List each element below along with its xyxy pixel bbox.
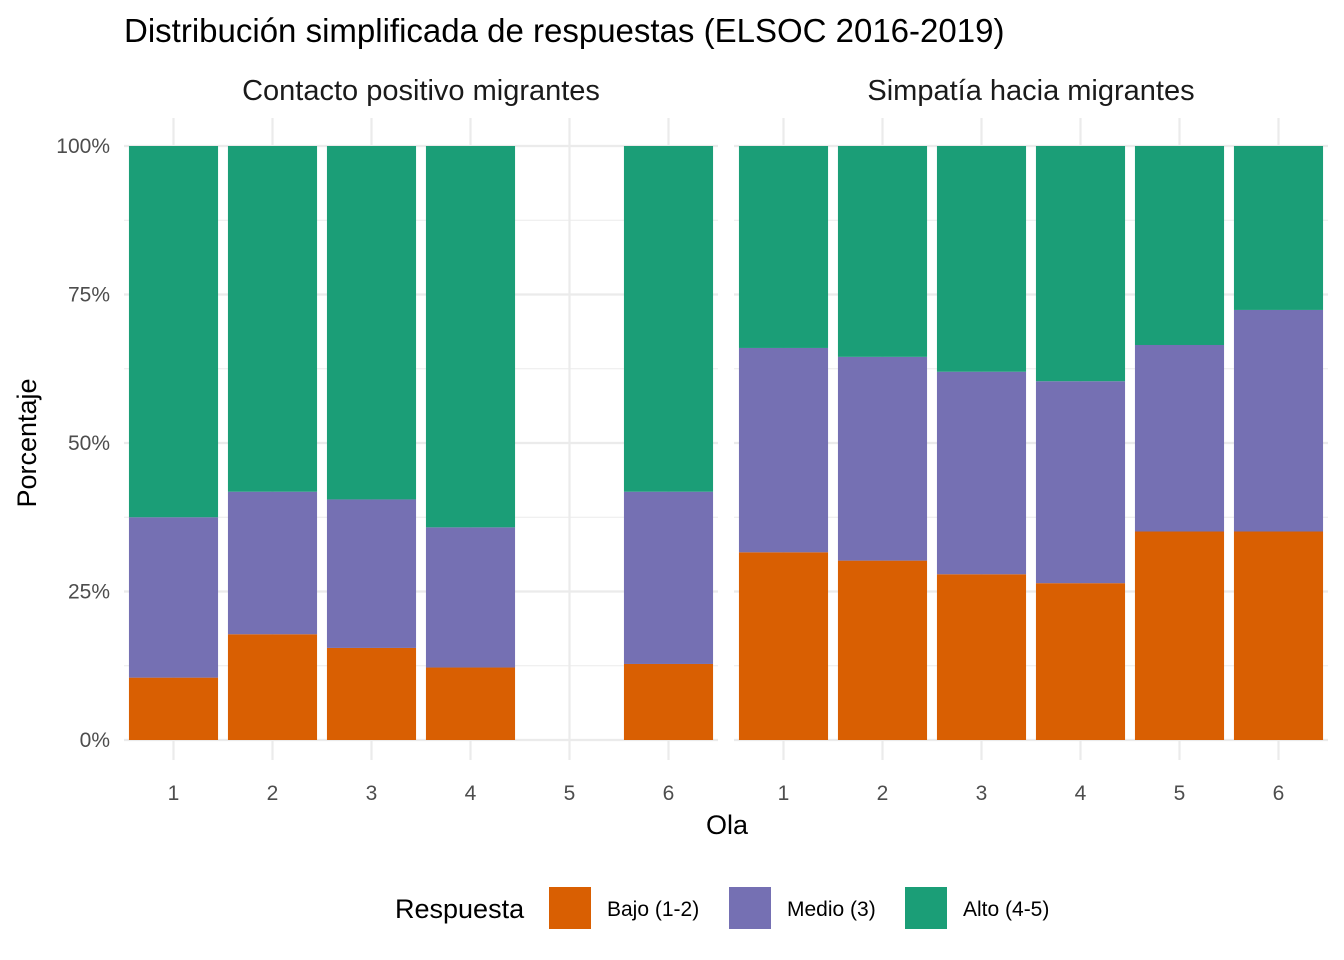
bars	[738, 146, 1324, 740]
x-tick-label: 6	[663, 782, 675, 805]
bars	[128, 146, 714, 740]
bar-segment-bajo	[738, 552, 829, 740]
bar-segment-medio	[1035, 381, 1126, 584]
y-axis-title: Porcentaje	[12, 378, 42, 507]
bar-segment-alto	[837, 146, 928, 357]
bar-segment-medio	[837, 356, 928, 561]
bar-segment-medio	[227, 491, 318, 635]
x-tick-label: 4	[465, 782, 477, 805]
bar-segment-medio	[936, 371, 1027, 575]
facet-panels: Contacto positivo migrantes 1 2 3 4 5 6 0% 25% 50…	[56, 75, 1328, 805]
legend-label: Medio (3)	[787, 898, 876, 921]
bar-segment-alto	[1035, 146, 1126, 382]
legend-label: Bajo (1-2)	[607, 898, 699, 921]
x-tick-label: 1	[168, 782, 180, 805]
y-tick-label: 50%	[68, 432, 110, 455]
legend-label: Alto (4-5)	[963, 898, 1049, 921]
bar-segment-bajo	[837, 560, 928, 740]
legend-item: Alto (4-5)	[905, 887, 1049, 929]
legend-swatch	[549, 887, 591, 929]
x-tick-label: 3	[976, 782, 988, 805]
facet-title: Contacto positivo migrantes	[242, 75, 600, 107]
bar-segment-bajo	[1134, 531, 1225, 740]
x-axis-title: Ola	[706, 810, 749, 840]
bar-segment-bajo	[425, 667, 516, 740]
bar-segment-medio	[326, 499, 417, 648]
bar-segment-medio	[1134, 344, 1225, 532]
legend-swatch	[729, 887, 771, 929]
x-tick-label: 1	[778, 782, 790, 805]
bar-segment-bajo	[623, 663, 714, 740]
chart-title: Distribución simplificada de respuestas …	[124, 12, 1004, 49]
y-tick-label: 25%	[68, 581, 110, 604]
bar-segment-alto	[936, 146, 1027, 372]
y-tick-label: 75%	[68, 284, 110, 307]
bar-segment-alto	[128, 146, 219, 518]
bar-segment-alto	[425, 146, 516, 528]
bar-segment-alto	[738, 146, 829, 348]
y-tick-label: 0%	[80, 729, 110, 752]
x-tick-label: 4	[1075, 782, 1087, 805]
legend: Respuesta Bajo (1-2) Medio (3) Alto (4-5)	[395, 887, 1049, 929]
bar-segment-alto	[1233, 146, 1324, 310]
x-tick-label: 6	[1273, 782, 1285, 805]
facet-panel-1: Contacto positivo migrantes 1 2 3 4 5 6 0% 25% 50…	[56, 75, 718, 805]
bar-segment-medio	[425, 527, 516, 668]
bar-segment-medio	[1233, 309, 1324, 532]
bar-segment-alto	[623, 146, 714, 492]
bar-segment-bajo	[936, 574, 1027, 740]
legend-swatch	[905, 887, 947, 929]
bar-segment-alto	[1134, 146, 1225, 345]
legend-item: Bajo (1-2)	[549, 887, 699, 929]
facet-title: Simpatía hacia migrantes	[867, 75, 1194, 107]
x-tick-label: 5	[1174, 782, 1186, 805]
bar-segment-medio	[623, 491, 714, 664]
bar-segment-alto	[227, 146, 318, 492]
legend-item: Medio (3)	[729, 887, 876, 929]
x-tick-label: 2	[877, 782, 889, 805]
bar-segment-bajo	[128, 677, 219, 740]
x-tick-label: 5	[564, 782, 576, 805]
bar-segment-bajo	[326, 647, 417, 740]
bar-segment-bajo	[1233, 531, 1324, 740]
facet-panel-2: Simpatía hacia migrantes 1 2 3 4 5 6	[734, 75, 1328, 805]
x-tick-label: 2	[267, 782, 279, 805]
x-tick-label: 3	[366, 782, 378, 805]
bar-segment-bajo	[227, 634, 318, 740]
bar-segment-bajo	[1035, 583, 1126, 740]
bar-segment-medio	[738, 347, 829, 553]
y-tick-label: 100%	[56, 135, 110, 158]
legend-title: Respuesta	[395, 894, 525, 924]
bar-segment-alto	[326, 146, 417, 500]
bar-segment-medio	[128, 517, 219, 678]
